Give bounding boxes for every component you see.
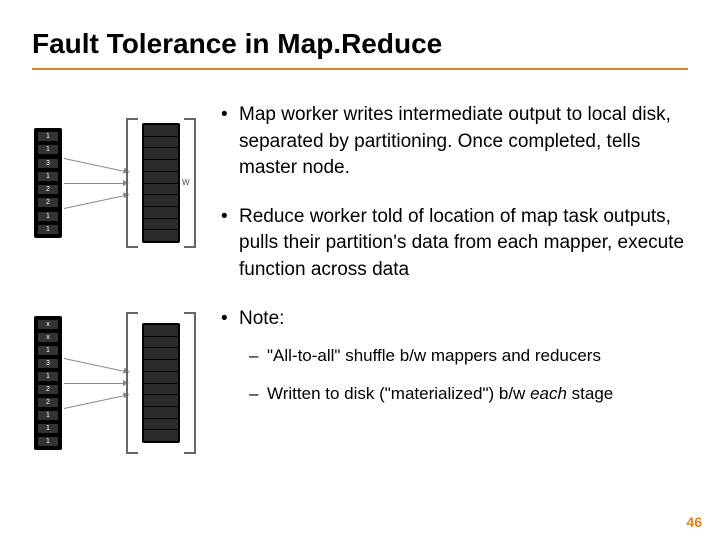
data-cell: 3 [38, 159, 58, 168]
arrow-icon [64, 183, 128, 184]
data-cell: 1 [38, 145, 58, 154]
sub-text: "All-to-all" shuffle b/w mappers and red… [267, 344, 688, 368]
bracket-left-icon [126, 118, 138, 248]
bullet-item: •Reduce worker told of location of map t… [215, 204, 688, 284]
worker-slot [144, 230, 178, 241]
data-cell: 2 [38, 185, 58, 194]
content-row: 11312211 W xx13122111 •Map worker writes… [32, 98, 688, 458]
worker-slot [144, 207, 178, 218]
title-divider [32, 68, 688, 70]
arrow-icon [64, 194, 129, 209]
data-cell: 1 [38, 346, 58, 355]
arrow-icon [64, 394, 129, 409]
data-cell: 1 [38, 172, 58, 181]
worker-slot [144, 360, 178, 371]
arrow-icon [64, 383, 128, 384]
worker-slot [144, 384, 178, 395]
data-cell: 1 [38, 437, 58, 446]
diagram-top: 11312211 W [32, 108, 197, 258]
bracket-right-icon [184, 312, 196, 454]
sub-text: Written to disk ("materialized") b/w eac… [267, 382, 688, 406]
arrow-icon [64, 358, 129, 373]
sub-item: –Written to disk ("materialized") b/w ea… [239, 382, 688, 406]
sub-item: –"All-to-all" shuffle b/w mappers and re… [239, 344, 688, 368]
worker-slot [144, 325, 178, 336]
input-block-top: 1 1 3 1 2 2 1 1 [34, 128, 62, 238]
worker-block-bottom [142, 323, 180, 443]
worker-slot [144, 125, 178, 136]
bracket-left-icon [126, 312, 138, 454]
worker-slot [144, 172, 178, 183]
input-block-bottom: xx 1 3 1 2 2 1 1 1 [34, 316, 62, 450]
data-cell: 1 [38, 225, 58, 234]
worker-slot [144, 407, 178, 418]
diagram-column: 11312211 W xx13122111 [32, 98, 197, 458]
data-cell: 3 [38, 359, 58, 368]
data-cell: 2 [38, 398, 58, 407]
worker-slot [144, 219, 178, 230]
sub-marker: – [239, 344, 267, 368]
worker-slot [144, 160, 178, 171]
bullet-text: Note:–"All-to-all" shuffle b/w mappers a… [239, 306, 688, 420]
data-cell: 1 [38, 132, 58, 141]
data-cell: 1 [38, 424, 58, 433]
worker-slot [144, 337, 178, 348]
bullet-marker: • [215, 306, 239, 420]
bullet-marker: • [215, 204, 239, 284]
diagram-bottom: xx 1 3 1 2 2 1 1 1 [32, 308, 197, 458]
worker-slot [144, 430, 178, 441]
arrow-icon [64, 158, 129, 173]
data-cell: 1 [38, 372, 58, 381]
bullet-text: Reduce worker told of location of map ta… [239, 204, 688, 284]
bracket-right-icon [184, 118, 196, 248]
bullet-item: •Map worker writes intermediate output t… [215, 102, 688, 182]
worker-slot [144, 395, 178, 406]
bullet-text: Map worker writes intermediate output to… [239, 102, 688, 182]
page-number: 46 [686, 514, 702, 530]
worker-slot [144, 419, 178, 430]
worker-block-top [142, 123, 180, 243]
worker-slot [144, 184, 178, 195]
worker-slot [144, 148, 178, 159]
worker-slot [144, 372, 178, 383]
bullet-item: •Note:–"All-to-all" shuffle b/w mappers … [215, 306, 688, 420]
bullet-list: •Map worker writes intermediate output t… [215, 98, 688, 458]
data-cell: 1 [38, 411, 58, 420]
sub-list: –"All-to-all" shuffle b/w mappers and re… [239, 344, 688, 406]
worker-slot [144, 348, 178, 359]
sub-marker: – [239, 382, 267, 406]
slide-title: Fault Tolerance in Map.Reduce [32, 28, 688, 60]
data-cell: 2 [38, 198, 58, 207]
data-cell: 2 [38, 385, 58, 394]
worker-slot [144, 195, 178, 206]
bullet-marker: • [215, 102, 239, 182]
data-cell: x [38, 320, 58, 329]
worker-slot [144, 137, 178, 148]
data-cell: 1 [38, 212, 58, 221]
data-cell: x [38, 333, 58, 342]
